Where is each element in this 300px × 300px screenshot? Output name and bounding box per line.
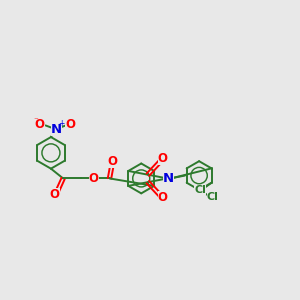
Text: O: O	[65, 118, 75, 131]
Text: N: N	[163, 172, 174, 185]
Text: Cl: Cl	[194, 185, 206, 195]
Text: O: O	[158, 152, 168, 165]
Text: O: O	[50, 188, 60, 201]
Text: O: O	[35, 118, 45, 131]
Text: ⁻: ⁻	[33, 116, 38, 125]
Text: O: O	[108, 155, 118, 168]
Text: O: O	[158, 191, 168, 205]
Text: +: +	[58, 119, 65, 128]
Text: O: O	[89, 172, 99, 185]
Text: N: N	[51, 123, 62, 136]
Text: Cl: Cl	[207, 192, 218, 203]
